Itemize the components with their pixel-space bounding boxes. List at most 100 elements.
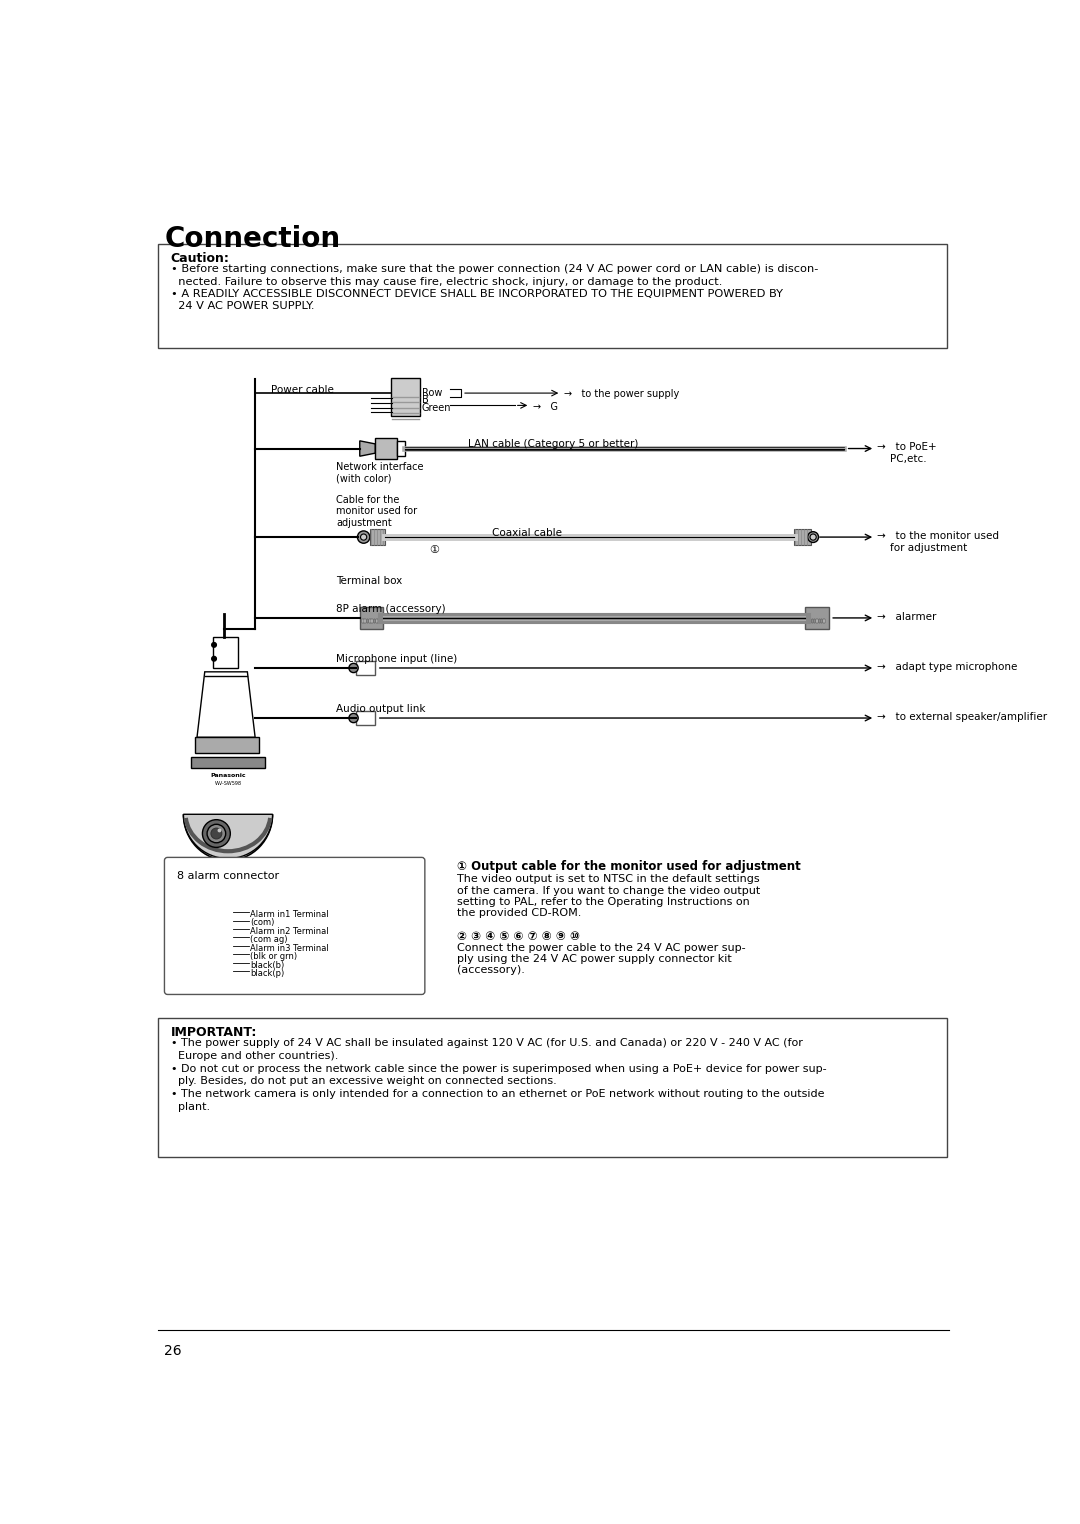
Bar xyxy=(369,529,386,544)
Text: (blk or grn): (blk or grn) xyxy=(251,952,298,962)
Bar xyxy=(195,738,259,753)
Text: • Do not cut or process the network cable since the power is superimposed when u: • Do not cut or process the network cabl… xyxy=(171,1064,826,1074)
Bar xyxy=(362,619,364,623)
Bar xyxy=(159,244,947,349)
Text: nected. Failure to observe this may cause fire, electric shock, injury, or damag: nected. Failure to observe this may caus… xyxy=(171,277,723,287)
Bar xyxy=(367,619,368,623)
Text: Power cable: Power cable xyxy=(271,386,334,395)
Bar xyxy=(364,619,366,623)
Bar xyxy=(819,619,820,623)
Text: black(b): black(b) xyxy=(251,960,285,969)
Bar xyxy=(811,619,813,623)
Text: the provided CD-ROM.: the provided CD-ROM. xyxy=(457,908,581,917)
Circle shape xyxy=(361,533,367,539)
Circle shape xyxy=(217,829,221,832)
Bar xyxy=(823,619,825,623)
Text: WV-SW598: WV-SW598 xyxy=(215,780,242,786)
Text: B: B xyxy=(422,395,429,405)
Bar xyxy=(378,619,380,623)
Text: 8P alarm (accessory): 8P alarm (accessory) xyxy=(337,604,446,614)
Text: The video output is set to NTSC in the default settings: The video output is set to NTSC in the d… xyxy=(457,875,759,884)
Text: 8 alarm connector: 8 alarm connector xyxy=(177,872,279,881)
Text: black(p): black(p) xyxy=(251,969,285,978)
Text: ply using the 24 V AC power supply connector kit: ply using the 24 V AC power supply conne… xyxy=(457,954,731,965)
Text: 24 V AC POWER SUPPLY.: 24 V AC POWER SUPPLY. xyxy=(171,302,314,311)
Text: Panasonic: Panasonic xyxy=(211,773,246,779)
Bar xyxy=(183,917,192,924)
Circle shape xyxy=(357,530,369,543)
Circle shape xyxy=(349,713,359,722)
Circle shape xyxy=(810,533,816,539)
Bar xyxy=(183,934,192,940)
Bar xyxy=(376,619,378,623)
Text: • The network camera is only intended for a connection to an ethernet or PoE net: • The network camera is only intended fo… xyxy=(171,1090,824,1099)
Text: Caution:: Caution: xyxy=(171,251,230,265)
Text: IMPORTANT:: IMPORTANT: xyxy=(171,1026,257,1039)
Bar xyxy=(191,756,266,768)
Text: Audio output link: Audio output link xyxy=(337,704,426,715)
Text: Connect the power cable to the 24 V AC power sup-: Connect the power cable to the 24 V AC p… xyxy=(457,943,745,952)
Polygon shape xyxy=(360,440,375,456)
Text: (com ag): (com ag) xyxy=(251,936,288,945)
Text: Row: Row xyxy=(422,387,442,398)
Bar xyxy=(807,619,809,623)
Text: of the camera. If you want to change the video output: of the camera. If you want to change the… xyxy=(457,885,760,896)
Circle shape xyxy=(207,824,226,843)
Circle shape xyxy=(349,663,359,672)
Circle shape xyxy=(212,657,216,661)
Text: →   to external speaker/amplifier: → to external speaker/amplifier xyxy=(877,712,1048,722)
Bar xyxy=(183,959,192,965)
Bar xyxy=(375,437,397,459)
Text: Alarm in2 Terminal: Alarm in2 Terminal xyxy=(251,927,329,936)
Text: →   to the power supply: → to the power supply xyxy=(564,389,679,399)
Bar xyxy=(809,619,811,623)
Bar xyxy=(369,619,370,623)
Bar xyxy=(356,712,375,725)
Text: (com): (com) xyxy=(251,919,274,927)
Circle shape xyxy=(202,820,230,847)
Bar xyxy=(372,619,373,623)
Bar xyxy=(213,637,238,668)
Bar xyxy=(806,607,828,629)
Bar xyxy=(397,440,405,456)
Circle shape xyxy=(808,532,819,543)
Bar xyxy=(159,1018,947,1157)
Circle shape xyxy=(212,643,216,648)
Polygon shape xyxy=(197,672,255,738)
Text: Europe and other countries).: Europe and other countries). xyxy=(171,1052,338,1061)
Text: Green: Green xyxy=(422,404,451,413)
Text: • Before starting connections, make sure that the power connection (24 V AC powe: • Before starting connections, make sure… xyxy=(171,265,818,274)
Text: Connection: Connection xyxy=(164,226,340,253)
Text: 26: 26 xyxy=(164,1344,183,1358)
Text: plant.: plant. xyxy=(171,1102,210,1113)
Text: →   G: → G xyxy=(532,402,557,413)
Bar xyxy=(183,951,192,957)
Bar xyxy=(794,529,811,544)
Text: ①: ① xyxy=(430,544,440,555)
Text: Network interface
(with color): Network interface (with color) xyxy=(337,462,424,485)
Text: • A READILY ACCESSIBLE DISCONNECT DEVICE SHALL BE INCORPORATED TO THE EQUIPMENT : • A READILY ACCESSIBLE DISCONNECT DEVICE… xyxy=(171,290,783,299)
Bar xyxy=(183,942,192,948)
Bar xyxy=(183,925,192,931)
Bar xyxy=(360,607,383,629)
Bar xyxy=(391,378,420,416)
Text: Microphone input (line): Microphone input (line) xyxy=(337,654,458,664)
Text: Terminal box: Terminal box xyxy=(337,576,403,585)
Bar xyxy=(356,661,375,675)
Bar xyxy=(374,619,375,623)
Text: →   to PoE+
    PC,etc.: → to PoE+ PC,etc. xyxy=(877,442,937,463)
Text: Alarm in3 Terminal: Alarm in3 Terminal xyxy=(251,943,329,952)
Text: ② ③ ④ ⑤ ⑥ ⑦ ⑧ ⑨ ⑩: ② ③ ④ ⑤ ⑥ ⑦ ⑧ ⑨ ⑩ xyxy=(457,930,580,943)
Text: →   to the monitor used
    for adjustment: → to the monitor used for adjustment xyxy=(877,530,999,553)
Bar xyxy=(179,887,221,975)
Text: →   adapt type microphone: → adapt type microphone xyxy=(877,661,1017,672)
Bar xyxy=(183,968,192,974)
Circle shape xyxy=(211,828,221,838)
Text: (accessory).: (accessory). xyxy=(457,965,525,975)
Text: • The power supply of 24 V AC shall be insulated against 120 V AC (for U.S. and : • The power supply of 24 V AC shall be i… xyxy=(171,1038,802,1049)
Bar xyxy=(183,908,192,914)
Bar xyxy=(816,619,818,623)
Text: setting to PAL, refer to the Operating Instructions on: setting to PAL, refer to the Operating I… xyxy=(457,896,750,907)
Bar xyxy=(814,619,815,623)
Text: ply. Besides, do not put an excessive weight on connected sections.: ply. Besides, do not put an excessive we… xyxy=(171,1076,556,1087)
